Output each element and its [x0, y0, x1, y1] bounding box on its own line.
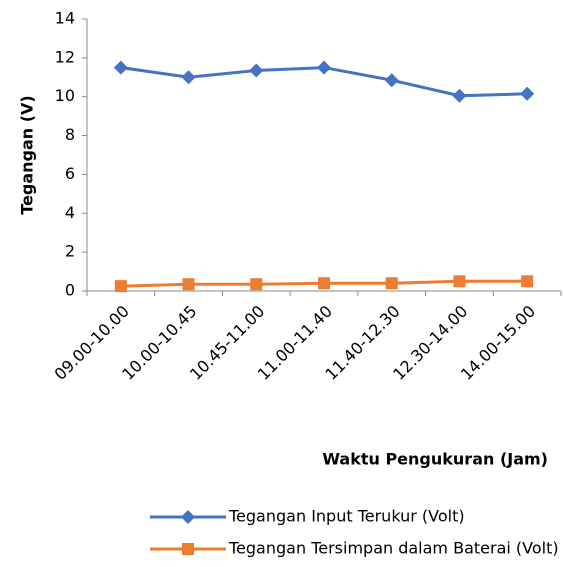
point: [181, 510, 195, 524]
point: [182, 278, 195, 291]
y-tick-label: 14: [55, 9, 75, 28]
point: [317, 60, 331, 75]
y-tick-label: 0: [65, 281, 75, 300]
point: [453, 275, 466, 288]
point: [520, 86, 535, 101]
legend-label: Tegangan Input Terukur (Volt): [228, 507, 465, 526]
point: [452, 88, 467, 103]
point: [249, 63, 264, 78]
point: [182, 543, 194, 555]
y-tick-label: 10: [55, 86, 75, 105]
point: [521, 275, 534, 288]
y-axis-title: Tegangan (V): [18, 95, 37, 215]
point: [250, 278, 263, 291]
y-tick-label: 8: [65, 125, 75, 144]
y-tick-label: 4: [65, 203, 75, 222]
point: [114, 280, 127, 293]
point: [181, 70, 196, 85]
y-tick-label: 2: [65, 242, 75, 261]
point: [318, 277, 330, 290]
x-axis-title: Waktu Pengukuran (Jam): [322, 450, 548, 469]
y-tick-label: 12: [55, 47, 75, 66]
point: [385, 277, 398, 290]
y-tick-label: 6: [65, 164, 75, 183]
legend-label: Tegangan Tersimpan dalam Baterai (Volt): [228, 539, 559, 558]
point: [113, 60, 128, 75]
point: [384, 73, 399, 88]
